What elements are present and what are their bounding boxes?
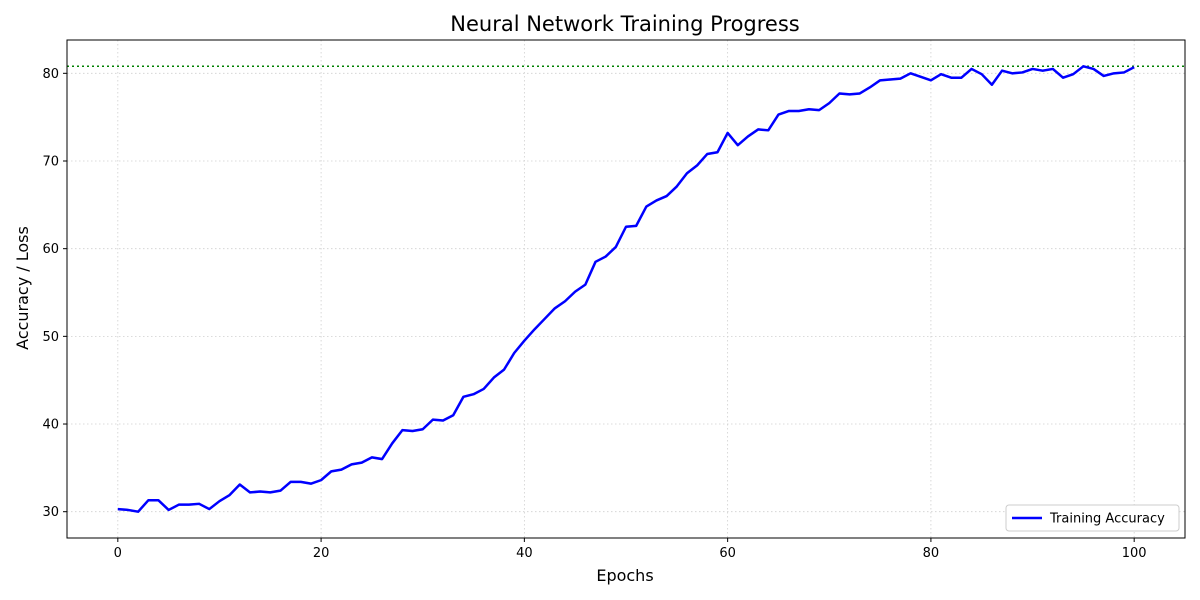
- y-tick-label: 80: [42, 67, 59, 82]
- y-tick-label: 60: [42, 242, 59, 257]
- series-line: [117, 65, 1135, 513]
- x-tick-label: 100: [1122, 546, 1147, 561]
- x-tick-label: 20: [313, 546, 330, 561]
- axes-frame: [66, 39, 1186, 539]
- x-tick-label: 40: [516, 546, 533, 561]
- y-axis-label: Accuracy / Loss: [13, 226, 32, 350]
- y-tick-label: 40: [42, 418, 59, 433]
- y-tick-label: 50: [42, 330, 59, 345]
- y-tick-label: 30: [42, 505, 59, 520]
- x-tick-label: 60: [719, 546, 736, 561]
- plot-area: 0 20 40 60 80 100 30 40 50 60 70 80: [42, 39, 1186, 561]
- x-tick-label: 80: [923, 546, 940, 561]
- chart-title: Neural Network Training Progress: [450, 12, 799, 36]
- legend: Training Accuracy: [1005, 504, 1180, 532]
- legend-label: Training Accuracy: [1049, 512, 1165, 527]
- x-axis-label: Epochs: [596, 566, 653, 585]
- legend-box: [1005, 504, 1180, 532]
- x-tick-label: 0: [114, 546, 122, 561]
- series-band: [117, 64, 1135, 514]
- y-tick-label: 70: [42, 154, 59, 169]
